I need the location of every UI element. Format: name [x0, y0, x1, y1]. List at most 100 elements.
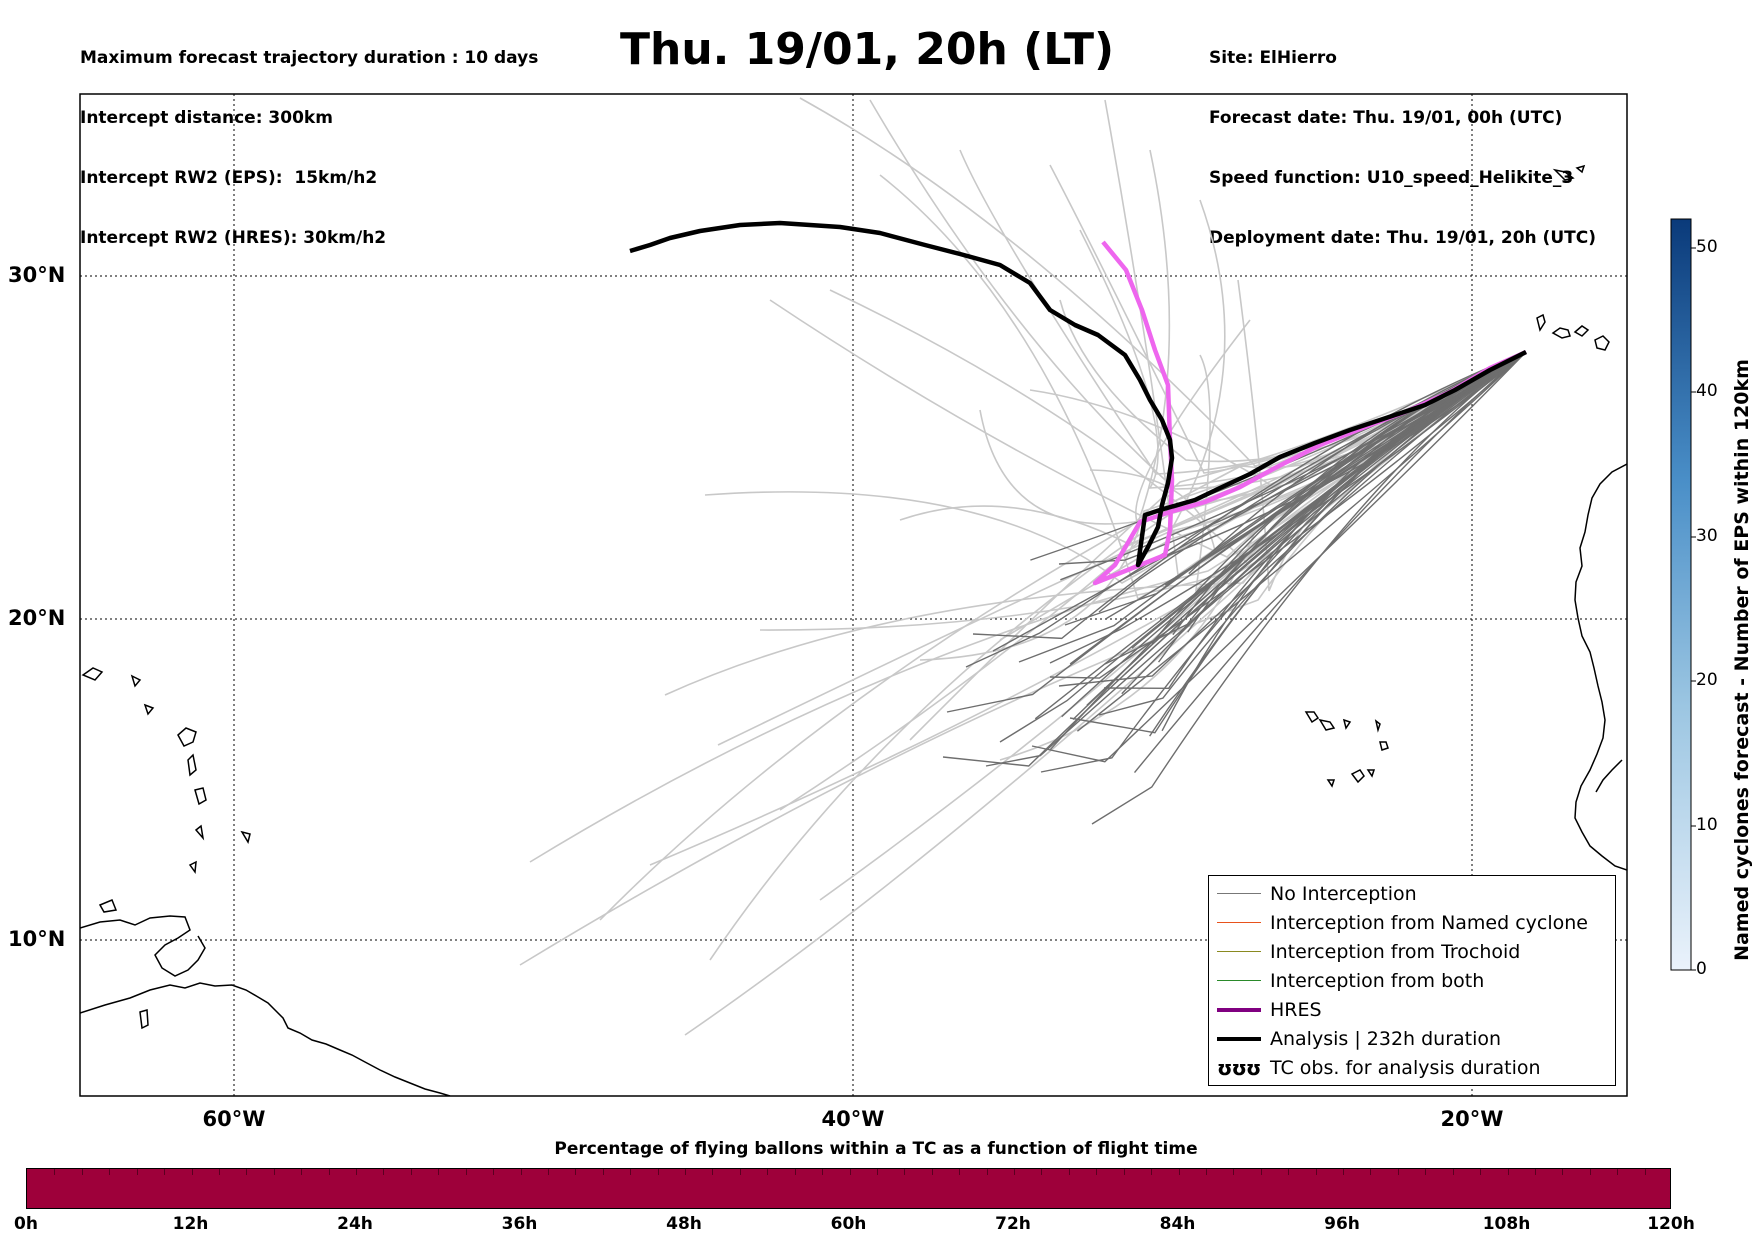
bottom-bar-tick-label: 108h — [1482, 1214, 1531, 1234]
bottom-bar-minor-tick — [109, 1169, 111, 1175]
bottom-bar-tick-label: 72h — [995, 1214, 1031, 1234]
analysis-trajectory — [629, 220, 1528, 568]
legend-label: TC obs. for analysis duration — [1270, 1057, 1541, 1079]
island-antilles-2 — [130, 674, 142, 688]
bottom-bar-minor-tick — [383, 1169, 385, 1175]
bottom-bar-minor-tick — [356, 1169, 357, 1175]
legend-item-analysis: Analysis | 232h duration — [1209, 1025, 1615, 1054]
header-line: Site: ElHierro — [1209, 48, 1337, 68]
bottom-bar-minor-tick — [1151, 1169, 1153, 1175]
bottom-bar-minor-tick — [1260, 1169, 1262, 1175]
colorbar-tick-label: 20 — [1696, 670, 1718, 690]
eps-trajectory — [1133, 351, 1527, 773]
island-madeira-2 — [1575, 164, 1586, 174]
bottom-bar-tick-label: 0h — [14, 1214, 38, 1234]
bottom-bar-minor-tick — [822, 1169, 824, 1175]
bottom-bar-minor-tick — [657, 1169, 659, 1175]
bottom-bar-minor-tick — [1205, 1169, 1207, 1175]
bottom-bar-minor-tick — [191, 1169, 193, 1175]
bottom-bar-minor-tick — [767, 1169, 769, 1175]
bottom-bar-minor-tick — [1068, 1169, 1070, 1175]
legend-item-named-cyclone: Interception from Named cyclone — [1209, 909, 1615, 938]
legend-line-sample — [1217, 893, 1261, 894]
bottom-bar-minor-tick — [959, 1169, 961, 1175]
bottom-bar-tick-label: 120h — [1647, 1214, 1695, 1234]
lat-label-20: 20°N — [8, 606, 66, 630]
island-canary-1 — [1536, 313, 1546, 332]
page-title: Thu. 19/01, 20h (LT) — [620, 24, 1115, 75]
bottom-bar-minor-tick — [1288, 1169, 1290, 1175]
bottom-bar-tick-label: 60h — [830, 1214, 867, 1234]
island-cv-5 — [1379, 741, 1389, 751]
header-info-right: Site: ElHierro Forecast date: Thu. 19/01… — [1209, 8, 1596, 268]
legend-line-sample — [1217, 1008, 1261, 1012]
island-antilles-7 — [194, 824, 205, 841]
header-line: Speed function: U10_speed_Helikite_3 — [1209, 168, 1574, 188]
bottom-bar-minor-tick — [1425, 1169, 1427, 1175]
legend-item-tc-obs: ʊʊʊ TC obs. for analysis duration — [1209, 1054, 1615, 1083]
bottom-bar-minor-tick — [164, 1169, 166, 1175]
bottom-bar-minor-tick — [794, 1169, 796, 1175]
legend-label: Analysis | 232h duration — [1270, 1028, 1502, 1050]
bottom-bar-minor-tick — [1562, 1169, 1564, 1175]
bottom-bar-minor-tick — [1644, 1169, 1646, 1175]
island-antilles-3 — [143, 703, 155, 716]
bottom-bar-minor-tick — [630, 1169, 632, 1175]
island-cv-6 — [1350, 769, 1365, 784]
bottom-bar-minor-tick — [547, 1169, 549, 1175]
eps-trajectory — [972, 351, 1527, 640]
bottom-bar-tick-label: 36h — [501, 1214, 538, 1234]
bottom-bar-minor-tick — [301, 1169, 303, 1175]
lat-label-10: 10°N — [8, 927, 66, 951]
colorbar-tick-label: 0 — [1696, 959, 1707, 979]
bottom-bar-title: Percentage of flying ballons within a TC… — [554, 1139, 1198, 1159]
bottom-bar-minor-tick — [876, 1169, 878, 1175]
legend-label: Interception from Trochoid — [1270, 941, 1521, 963]
bottom-bar-minor-tick — [465, 1169, 467, 1175]
header-line: Maximum forecast trajectory duration : 1… — [80, 48, 539, 68]
bottom-bar-minor-tick — [1480, 1169, 1482, 1175]
coast-trinidad-venezuela — [80, 915, 206, 977]
colorbar-gradient — [1670, 218, 1692, 971]
eps-trajectory — [1091, 351, 1527, 825]
island-cv-2 — [1318, 718, 1336, 731]
bottom-bar-minor-tick — [493, 1169, 495, 1175]
island-cv-3 — [1342, 718, 1352, 730]
island-cv-4 — [1374, 719, 1381, 733]
legend-line-sample — [1217, 922, 1261, 923]
bottom-bar-minor-tick — [410, 1169, 412, 1175]
island-antilles-4 — [177, 727, 197, 747]
bottom-bar-minor-tick — [520, 1169, 522, 1175]
legend-label: Interception from both — [1270, 970, 1485, 992]
bottom-bar-tick-label: 84h — [1159, 1214, 1196, 1234]
bottom-bar-tick-label: 24h — [337, 1214, 373, 1234]
bottom-bar-minor-tick — [575, 1169, 577, 1175]
bottom-bar-tick-label: 48h — [666, 1214, 702, 1234]
map-legend: No Interception Interception from Named … — [1208, 875, 1616, 1086]
island-canary-3 — [1573, 325, 1590, 337]
bottom-bar-minor-tick — [1397, 1169, 1399, 1175]
lat-label-30: 30°N — [8, 263, 66, 287]
colorbar-tick-label: 40 — [1696, 381, 1718, 401]
island-madeira — [1552, 168, 1575, 181]
colorbar-tick-label: 30 — [1696, 526, 1718, 546]
coast-africa — [1574, 463, 1627, 871]
island-antilles-5 — [187, 753, 197, 777]
bottom-bar-minor-tick — [1233, 1169, 1235, 1175]
bottom-bar-minor-tick — [136, 1169, 138, 1175]
bottom-bar-minor-tick — [438, 1169, 440, 1175]
bottom-bar-minor-tick — [602, 1169, 604, 1175]
header-line: Intercept RW2 (EPS): 15km/h2 — [80, 168, 378, 188]
bottom-bar-minor-tick — [54, 1169, 56, 1175]
bottom-bar-minor-tick — [81, 1169, 83, 1175]
bottom-bar-minor-tick — [1370, 1169, 1372, 1175]
bottom-bar-minor-tick — [931, 1169, 933, 1175]
eps-trajectory — [899, 351, 1527, 545]
bottom-bar-minor-tick — [685, 1169, 686, 1175]
island-antilles-10 — [98, 899, 118, 913]
legend-line-sample — [1217, 980, 1261, 981]
eps-trajectory — [1098, 351, 1527, 716]
flight-time-percentage-bar — [26, 1168, 1671, 1209]
bottom-bar-minor-tick — [1589, 1169, 1591, 1175]
